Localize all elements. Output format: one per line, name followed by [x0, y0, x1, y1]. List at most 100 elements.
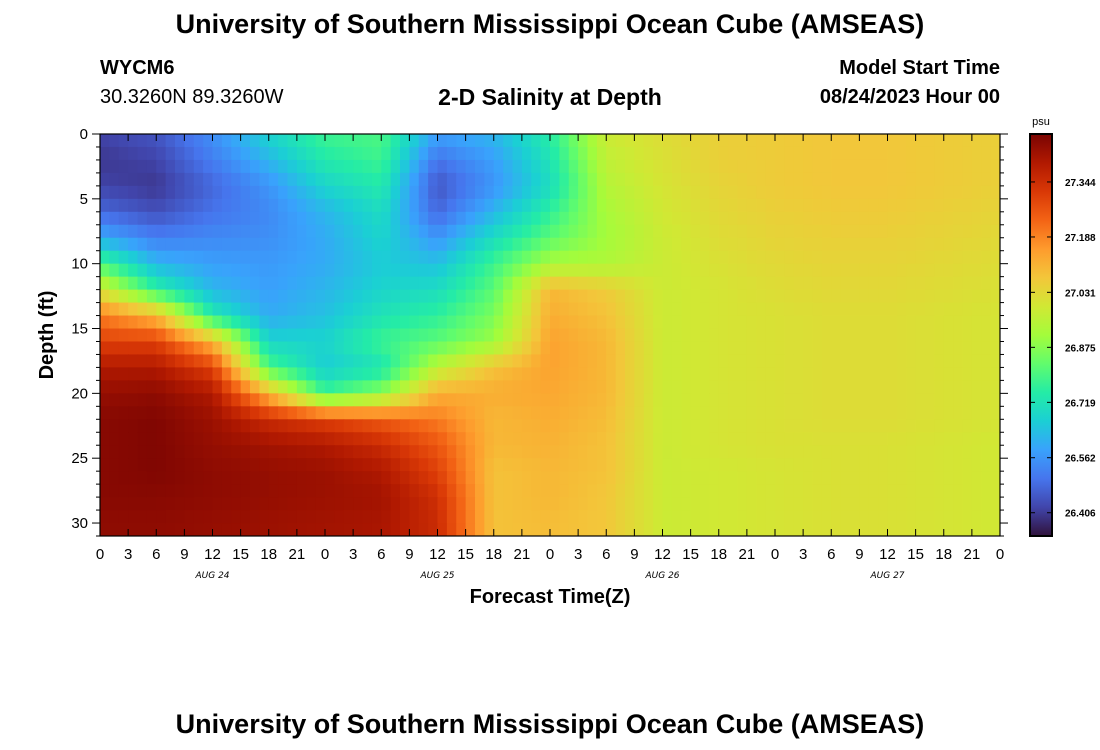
heatmap-cell	[775, 302, 785, 317]
heatmap-cell	[887, 198, 898, 213]
heatmap-cell	[643, 224, 654, 239]
heatmap-cell	[353, 289, 364, 304]
heatmap-cell	[353, 341, 364, 356]
heatmap-cell	[868, 458, 879, 472]
heatmap-cell	[925, 146, 935, 161]
heatmap-cell	[587, 354, 598, 369]
heatmap-cell	[175, 159, 185, 174]
heatmap-cell	[915, 341, 926, 356]
heatmap-cell	[962, 250, 973, 265]
heatmap-cell	[521, 419, 532, 433]
heatmap-cell	[765, 471, 776, 485]
heatmap-cell	[278, 159, 289, 174]
heatmap-cell	[662, 523, 673, 536]
heatmap-cell	[146, 276, 157, 291]
heatmap-cell	[221, 432, 232, 446]
heatmap-cell	[971, 445, 982, 459]
heatmap-cell	[437, 224, 448, 239]
heatmap-cell	[165, 302, 176, 317]
heatmap-cell	[971, 302, 982, 317]
heatmap-cell	[793, 406, 804, 420]
heatmap-cell	[165, 315, 176, 330]
y-axis-title: Depth (ft)	[36, 291, 58, 380]
heatmap-cell	[831, 354, 842, 369]
heatmap-cell	[296, 419, 307, 433]
heatmap-cell	[737, 185, 748, 200]
heatmap-cell	[803, 458, 814, 472]
heatmap-cell	[250, 185, 260, 200]
heatmap-cell	[587, 146, 598, 161]
heatmap-cell	[165, 406, 176, 420]
heatmap-cell	[587, 458, 598, 472]
heatmap-cell	[100, 159, 110, 174]
heatmap-cell	[503, 484, 514, 498]
heatmap-cell	[353, 328, 364, 343]
heatmap-cell	[550, 185, 560, 200]
heatmap-cell	[831, 432, 842, 446]
heatmap-cell	[503, 354, 514, 369]
heatmap-cell	[953, 497, 964, 511]
heatmap-cell	[643, 458, 654, 472]
heatmap-cell	[709, 510, 720, 524]
heatmap-cell	[756, 289, 767, 304]
heatmap-cell	[878, 471, 889, 485]
heatmap-cell	[596, 497, 607, 511]
heatmap-cell	[850, 276, 860, 291]
heatmap-cell	[821, 367, 832, 381]
heatmap-cell	[409, 172, 420, 187]
heatmap-cell	[803, 237, 814, 252]
heatmap-cell	[709, 211, 720, 226]
heatmap-cell	[615, 276, 626, 291]
heatmap-cell	[615, 419, 626, 433]
heatmap-cell	[896, 419, 907, 433]
heatmap-cell	[306, 510, 317, 524]
heatmap-cell	[596, 445, 607, 459]
x-tick-label: 0	[546, 546, 554, 563]
heatmap-cell	[953, 250, 964, 265]
heatmap-cell	[371, 211, 382, 226]
heatmap-cell	[446, 224, 457, 239]
x-tick-label: 3	[349, 546, 357, 563]
heatmap-cell	[193, 172, 204, 187]
heatmap-cell	[709, 432, 720, 446]
heatmap-cell	[353, 146, 364, 161]
heatmap-cell	[212, 250, 223, 265]
heatmap-cell	[165, 211, 176, 226]
heatmap-cell	[868, 146, 879, 161]
heatmap-cell	[756, 523, 767, 536]
heatmap-cell	[100, 237, 110, 252]
heatmap-cell	[981, 380, 992, 394]
heatmap-cell	[793, 302, 804, 317]
heatmap-cell	[737, 159, 748, 174]
heatmap-cell	[775, 458, 785, 472]
heatmap-cell	[625, 146, 635, 161]
heatmap-cell	[990, 458, 1000, 472]
heatmap-cell	[962, 393, 973, 407]
heatmap-cell	[587, 315, 598, 330]
heatmap-cell	[643, 341, 654, 356]
heatmap-cell	[878, 445, 889, 459]
heatmap-cell	[512, 419, 523, 433]
heatmap-cell	[250, 367, 260, 381]
heatmap-cell	[981, 302, 992, 317]
heatmap-cell	[418, 523, 429, 536]
heatmap-cell	[400, 134, 410, 148]
heatmap-cell	[540, 406, 551, 420]
heatmap-cell	[718, 276, 729, 291]
heatmap-cell	[221, 471, 232, 485]
heatmap-cell	[943, 172, 954, 187]
heatmap-cell	[503, 185, 514, 200]
heatmap-cell	[503, 393, 514, 407]
heatmap-cell	[625, 458, 635, 472]
heatmap-cell	[671, 276, 682, 291]
heatmap-cell	[446, 367, 457, 381]
heatmap-cell	[812, 328, 823, 343]
heatmap-cell	[925, 380, 935, 394]
heatmap-cell	[531, 211, 542, 226]
heatmap-cell	[531, 367, 542, 381]
heatmap-cell	[737, 354, 748, 369]
heatmap-cell	[203, 134, 214, 148]
heatmap-cell	[137, 510, 148, 524]
heatmap-cell	[737, 510, 748, 524]
heatmap-cell	[418, 159, 429, 174]
